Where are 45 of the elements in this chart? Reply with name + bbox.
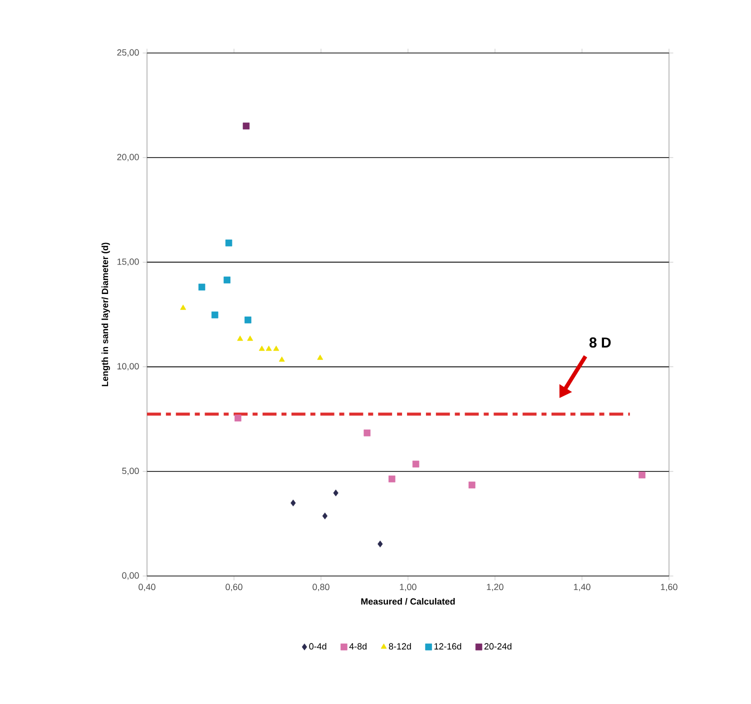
point: [638, 472, 646, 478]
point: [378, 540, 383, 548]
x-axis-title: Measured / Calculated: [361, 598, 455, 605]
y-tick-label: 0,00: [122, 572, 139, 580]
y-tick-label: 20,00: [117, 154, 139, 162]
point: [322, 512, 328, 520]
y-tick-label: 15,00: [117, 258, 139, 266]
legend-label: 0-4d: [309, 642, 326, 650]
point: [388, 476, 396, 482]
legend-label: 12-16d: [434, 642, 462, 650]
legend-label: 4-8d: [349, 642, 366, 650]
x-tick-label: 0,60: [226, 584, 242, 592]
point: [278, 356, 285, 362]
x-tick-label: 1,00: [400, 584, 416, 592]
x-tick-label: 1,40: [574, 584, 590, 592]
point: [224, 276, 230, 284]
point: [290, 500, 296, 506]
y-tick-label: 25,00: [117, 49, 139, 57]
y-tick-label: 5,00: [122, 468, 139, 476]
point: [198, 284, 206, 290]
point: [244, 316, 252, 324]
x-tick-label: 1,60: [660, 584, 678, 592]
point: [211, 312, 218, 318]
x-tick-label: 0,40: [138, 584, 156, 592]
point: [234, 414, 242, 422]
point: [180, 304, 186, 310]
point: [266, 346, 272, 351]
point: [237, 336, 244, 341]
y-tick-label: 10,00: [117, 363, 139, 370]
y-axis-title: Length in sand layer/ Diameter (d): [102, 242, 110, 386]
point: [412, 460, 420, 468]
point: [333, 490, 338, 496]
point: [242, 122, 250, 130]
legend-label: 20-24d: [484, 642, 512, 650]
point: [364, 430, 370, 436]
point: [468, 482, 476, 488]
point: [273, 346, 280, 351]
annotation: 8 D: [589, 337, 611, 348]
point: [258, 346, 265, 351]
point: [247, 336, 254, 341]
point: [225, 240, 232, 246]
point: [317, 354, 324, 360]
x-tick-label: 1,20: [486, 584, 504, 592]
x-tick-label: 0,80: [312, 584, 330, 592]
legend-label: 8-12d: [388, 642, 411, 650]
